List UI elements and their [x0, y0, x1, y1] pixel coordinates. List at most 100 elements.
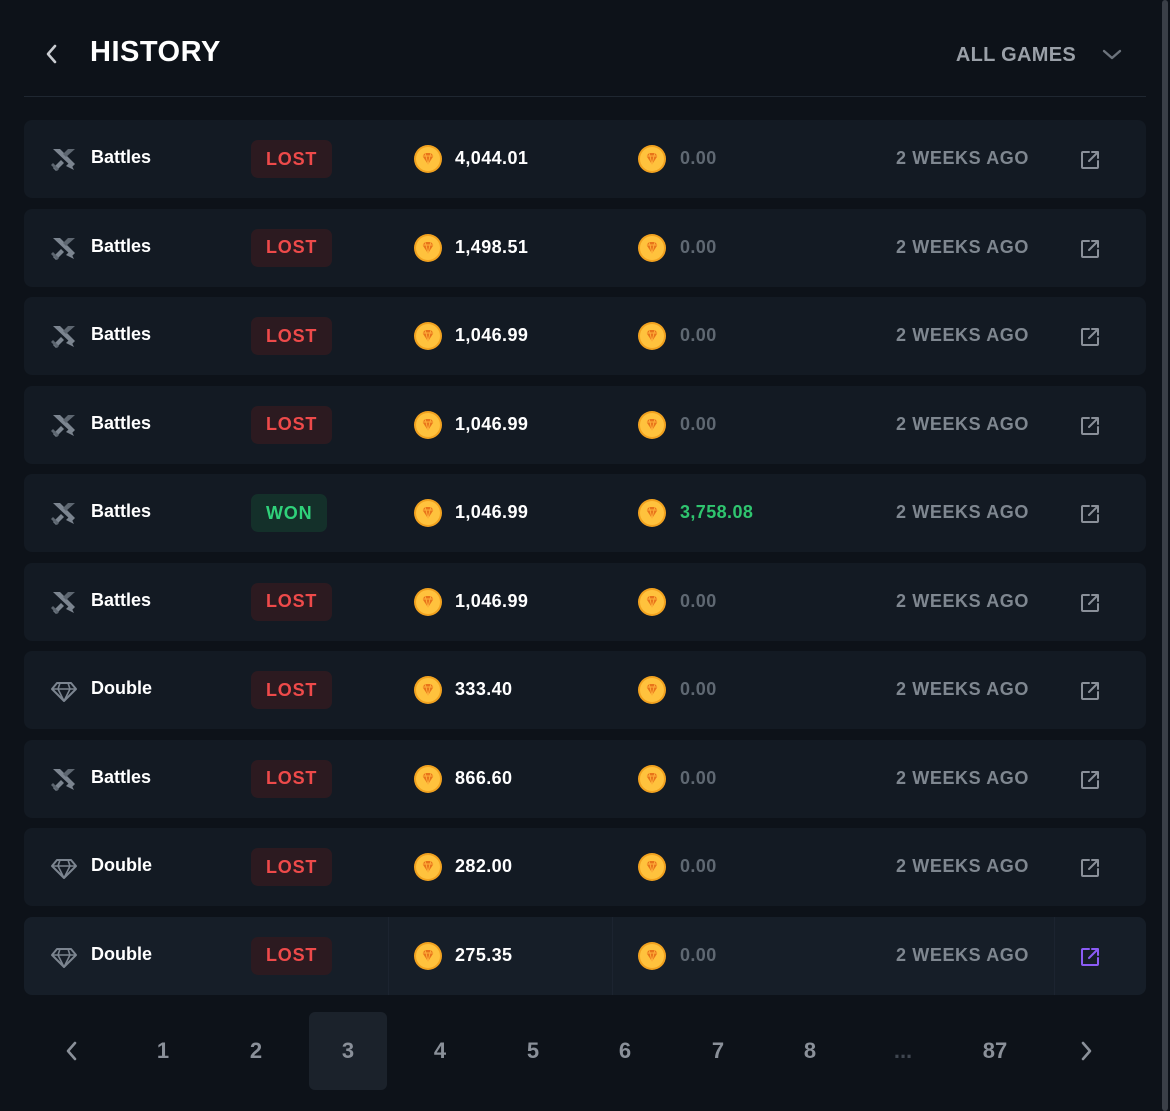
scrollbar-thumb[interactable] — [1162, 0, 1168, 1111]
back-button[interactable] — [38, 38, 64, 70]
cell-divider — [1054, 916, 1055, 995]
timestamp: 2 WEEKS AGO — [896, 502, 1029, 522]
coin-icon — [413, 321, 443, 351]
history-row[interactable]: Double LOST 275.35 0.00 2 WEEKS AGO — [24, 916, 1146, 995]
external-link-icon[interactable] — [1078, 768, 1102, 792]
history-row[interactable]: Battles LOST 866.60 0.00 2 WEEKS AGO — [24, 739, 1146, 818]
coin-icon — [413, 233, 443, 263]
diamond-icon — [50, 854, 78, 882]
bet-amount: 866.60 — [455, 767, 513, 788]
bet-amount: 275.35 — [455, 944, 513, 965]
timestamp: 2 WEEKS AGO — [896, 679, 1029, 699]
page-2-button[interactable]: 2 — [249, 1038, 263, 1063]
chevron-left-icon — [66, 1041, 77, 1061]
external-link-icon[interactable] — [1078, 414, 1102, 438]
game-name: Double — [91, 678, 152, 698]
crossed-swords-icon — [50, 589, 78, 617]
bet-amount: 1,046.99 — [455, 502, 529, 522]
game-name: Battles — [91, 412, 152, 433]
page-7-button[interactable]: 7 — [711, 1038, 725, 1063]
cell-divider — [388, 916, 389, 995]
status-badge: LOST — [251, 848, 333, 886]
bet-amount: 1,498.51 — [455, 236, 529, 257]
history-row[interactable]: Battles LOST 1,498.51 0.00 2 WEEKS AGO — [24, 208, 1146, 287]
history-row[interactable]: Battles LOST 4,044.01 0.00 2 WEEKS AGO — [24, 120, 1146, 198]
crossed-swords-icon — [50, 146, 78, 174]
status-badge: LOST — [251, 936, 333, 975]
crossed-swords-icon — [50, 235, 78, 263]
status-badge: LOST — [251, 759, 333, 798]
history-row[interactable]: Battles LOST 1,046.99 0.00 2 WEEKS AGO — [24, 562, 1146, 641]
history-header: HISTORY ALL GAMES — [24, 0, 1146, 97]
timestamp: 2 WEEKS AGO — [896, 325, 1029, 345]
coin-icon — [637, 764, 667, 794]
payout-amount: 0.00 — [680, 236, 717, 257]
page-5-button[interactable]: 5 — [526, 1038, 540, 1063]
page-8-button[interactable]: 8 — [803, 1038, 817, 1063]
page-6-button[interactable]: 6 — [618, 1038, 632, 1063]
bet-amount: 1,046.99 — [455, 413, 529, 434]
payout-amount: 3,758.08 — [680, 502, 754, 522]
history-row[interactable]: Battles WON 1,046.99 3,758.08 2 WEEKS AGO — [24, 474, 1146, 552]
game-filter-label: ALL GAMES — [955, 43, 1076, 66]
history-row[interactable]: Battles LOST 1,046.99 0.00 2 WEEKS AGO — [24, 297, 1146, 375]
next-page-button[interactable] — [1048, 1012, 1126, 1090]
pagination-ellipsis: ... — [893, 1038, 913, 1063]
payout-amount: 0.00 — [680, 944, 717, 965]
external-link-icon[interactable] — [1078, 325, 1102, 349]
coin-icon — [413, 852, 443, 882]
page-87-button[interactable]: 87 — [982, 1038, 1008, 1063]
game-name: Battles — [91, 147, 152, 167]
payout-amount: 0.00 — [680, 679, 717, 699]
history-row[interactable]: Double LOST 282.00 0.00 2 WEEKS AGO — [24, 828, 1146, 906]
external-link-icon[interactable] — [1078, 237, 1102, 261]
bet-amount: 282.00 — [455, 856, 513, 876]
payout-amount: 0.00 — [680, 590, 717, 611]
coin-icon — [413, 587, 443, 617]
external-link-icon[interactable] — [1078, 856, 1102, 880]
payout-amount: 0.00 — [680, 856, 717, 876]
chevron-left-icon — [46, 44, 57, 64]
diamond-icon — [50, 677, 78, 705]
external-link-icon[interactable] — [1078, 945, 1102, 969]
game-filter-dropdown[interactable]: ALL GAMES — [956, 40, 1122, 70]
coin-icon — [637, 498, 667, 528]
external-link-icon[interactable] — [1078, 502, 1102, 526]
coin-icon — [413, 144, 443, 174]
payout-amount: 0.00 — [680, 413, 717, 434]
page-title: HISTORY — [90, 36, 221, 68]
coin-icon — [637, 675, 667, 705]
page-1-button[interactable]: 1 — [156, 1038, 170, 1063]
crossed-swords-icon — [50, 323, 78, 351]
bet-amount: 1,046.99 — [455, 590, 529, 611]
external-link-icon[interactable] — [1078, 148, 1102, 172]
external-link-icon[interactable] — [1078, 591, 1102, 615]
timestamp: 2 WEEKS AGO — [896, 148, 1029, 168]
coin-icon — [637, 410, 667, 440]
prev-page-button[interactable] — [32, 1012, 110, 1090]
history-row[interactable]: Double LOST 333.40 0.00 2 WEEKS AGO — [24, 651, 1146, 729]
bet-amount: 4,044.01 — [455, 148, 529, 168]
coin-icon — [413, 764, 443, 794]
scrollbar[interactable] — [1160, 0, 1170, 1111]
status-badge: LOST — [251, 671, 333, 709]
diamond-icon — [50, 943, 78, 971]
status-badge: LOST — [251, 582, 333, 621]
game-name: Battles — [91, 235, 152, 256]
timestamp: 2 WEEKS AGO — [896, 767, 1029, 788]
crossed-swords-icon — [50, 412, 78, 440]
history-row[interactable]: Battles LOST 1,046.99 0.00 2 WEEKS AGO — [24, 385, 1146, 464]
page-4-button[interactable]: 4 — [433, 1038, 447, 1063]
bet-amount: 1,046.99 — [455, 325, 529, 345]
timestamp: 2 WEEKS AGO — [896, 236, 1029, 257]
timestamp: 2 WEEKS AGO — [896, 856, 1029, 876]
external-link-icon[interactable] — [1078, 679, 1102, 703]
game-name: Double — [91, 943, 152, 964]
payout-amount: 0.00 — [680, 148, 717, 168]
pagination: 1 2 3 4 5 6 7 8... 87 — [24, 1012, 1146, 1090]
history-list: Battles LOST 4,044.01 0.00 2 WEEKS AGO Battle… — [24, 120, 1146, 1005]
cell-divider — [612, 916, 613, 995]
page-3-button[interactable]: 3 — [309, 1012, 387, 1090]
coin-icon — [637, 941, 667, 971]
